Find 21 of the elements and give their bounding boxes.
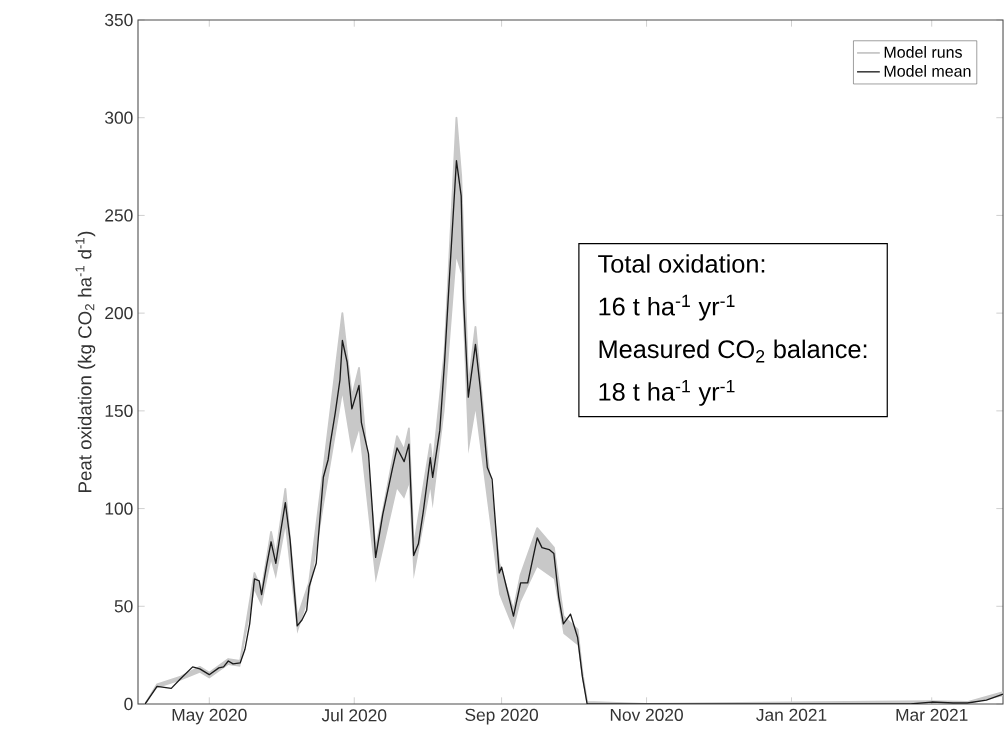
y-axis-title: Peat oxidation (kg CO$_{2}$ ha$^{-1}$ d$^{-1}$) [75,231,96,492]
x-tick-label: May 2020 [172,708,247,725]
annotation: 16 t ha$^{-1}$ yr$^{-1}$ [599,294,735,321]
y-tick-label: 250 [105,209,133,222]
y-tick-label: 0 [124,697,133,710]
y-tick-label: 100 [105,502,133,515]
y-tick-label: 150 [105,404,133,417]
annotation: Measured CO$_{2}$ balance: [599,339,867,363]
x-tick-label: Sep 2020 [465,708,538,725]
y-tick-label: 50 [114,599,133,613]
x-tick-label: Mar 2021 [896,708,968,721]
x-tick-label: Jan 2021 [756,708,827,721]
legend-label: Model mean [884,64,971,77]
y-tick-label: 300 [105,111,133,124]
y-tick-label: 350 [105,13,133,26]
y-tick-label: 200 [105,306,133,320]
annotation: 18 t ha$^{-1}$ yr$^{-1}$ [599,379,735,406]
annotation: Total oxidation: [598,254,765,273]
x-tick-label: Nov 2020 [610,708,683,721]
legend-label: Model runs [884,45,962,58]
x-tick-label: Jul 2020 [321,708,387,722]
